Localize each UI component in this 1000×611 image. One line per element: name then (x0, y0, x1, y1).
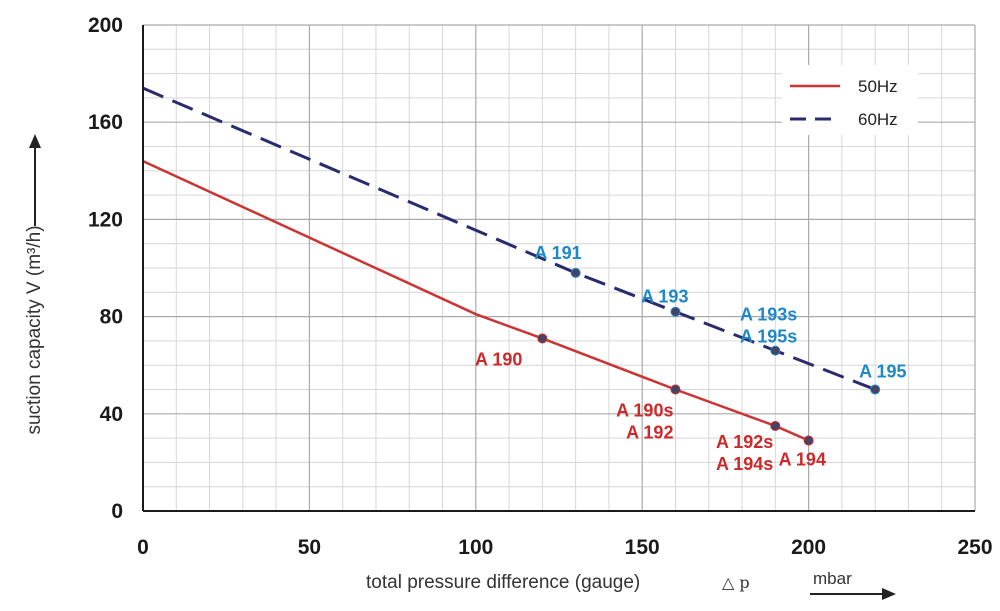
x-axis-symbol: △ p (722, 573, 750, 592)
x-tick-label: 50 (298, 536, 321, 559)
legend: 50Hz 60Hz (782, 65, 918, 135)
y-tick-label: 160 (88, 111, 123, 134)
point-label: A 190s (616, 401, 673, 421)
x-axis-arrow-icon (882, 588, 896, 600)
data-point (670, 384, 681, 395)
data-point (770, 345, 781, 356)
x-tick-label: 200 (791, 536, 826, 559)
point-label: A 193 (641, 287, 688, 307)
point-label: A 191 (534, 243, 581, 263)
series-line-50hz (142, 159, 810, 442)
x-axis-title: total pressure difference (gauge) △ p mb… (366, 569, 896, 600)
x-axis-unit: mbar (813, 569, 852, 588)
y-tick-label: 0 (111, 500, 123, 523)
legend-box (782, 65, 918, 135)
x-tick-label: 0 (137, 536, 149, 559)
data-point (670, 306, 681, 317)
x-tick-labels: 0 50 100 150 200 250 (137, 536, 992, 559)
data-point (870, 384, 881, 395)
grid-minor (143, 25, 975, 511)
point-label: A 193s (740, 305, 797, 325)
data-point (770, 420, 781, 431)
data-point (570, 267, 581, 278)
point-label: A 194s (716, 454, 773, 474)
legend-label-60hz: 60Hz (858, 110, 898, 129)
y-tick-label: 40 (100, 403, 123, 426)
x-tick-label: 100 (458, 536, 493, 559)
data-point (537, 333, 548, 344)
y-axis-arrow-icon (29, 134, 41, 148)
x-axis-label: total pressure difference (gauge) (366, 572, 640, 593)
y-axis-label: suction capacity V (m³/h) (24, 225, 45, 434)
point-label: A 195s (740, 327, 797, 347)
point-label: A 190 (475, 349, 522, 369)
x-tick-label: 250 (957, 536, 992, 559)
point-label: A 192 (626, 423, 673, 443)
point-label: A 195 (859, 362, 906, 382)
y-tick-labels: 0 40 80 120 160 200 (88, 14, 123, 523)
y-tick-label: 200 (88, 14, 123, 37)
x-tick-label: 150 (625, 536, 660, 559)
point-label: A 194 (779, 450, 826, 470)
markers-layer (537, 267, 881, 446)
legend-label-50hz: 50Hz (858, 77, 898, 96)
data-point (803, 435, 814, 446)
point-label: A 192s (716, 432, 773, 452)
y-axis-title: suction capacity V (m³/h) (24, 134, 45, 435)
y-tick-label: 80 (100, 306, 123, 329)
y-tick-label: 120 (88, 208, 123, 231)
